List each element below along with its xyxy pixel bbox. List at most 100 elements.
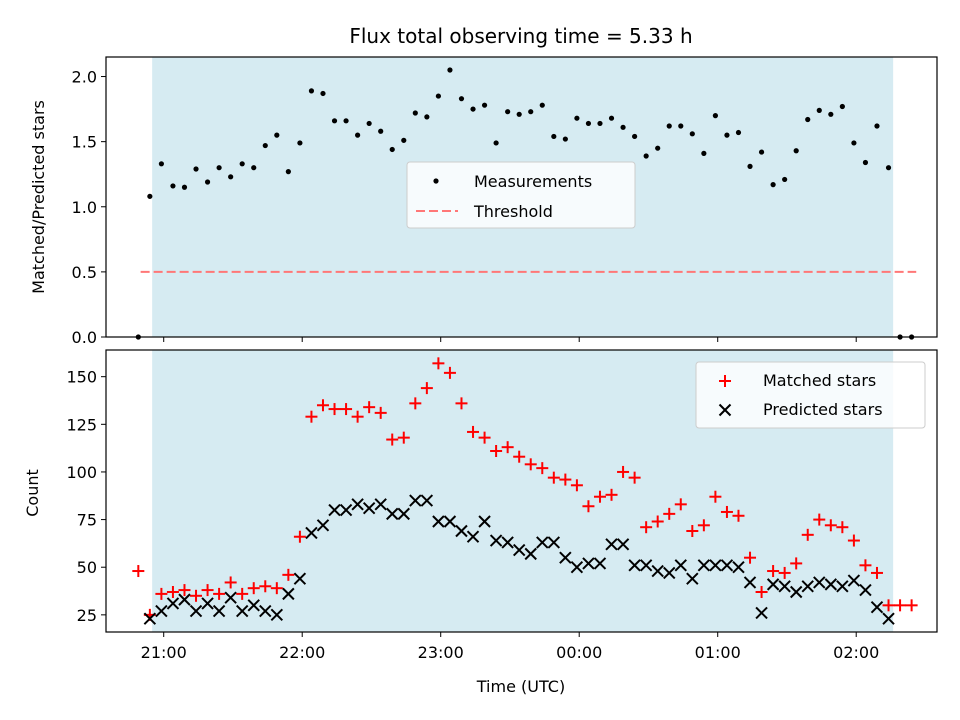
predicted-star-point bbox=[166, 597, 180, 610]
predicted-star-point bbox=[409, 494, 422, 507]
measurement-point bbox=[470, 106, 476, 112]
matched-star-point bbox=[340, 403, 353, 416]
matched-star-point bbox=[467, 425, 480, 438]
top-y-ticks: 0.0 0.5 1.0 1.5 2.0 bbox=[72, 68, 106, 347]
measurement-point bbox=[308, 88, 315, 94]
matched-star-point bbox=[836, 521, 849, 534]
measurement-point bbox=[481, 102, 488, 108]
matched-star-point bbox=[870, 566, 883, 579]
predicted-star-point bbox=[466, 530, 480, 543]
y-tick-label: 0.5 bbox=[72, 263, 97, 282]
predicted-star-point bbox=[801, 580, 814, 593]
y-tick-label: 25 bbox=[77, 606, 97, 625]
predicted-star-point bbox=[524, 547, 537, 561]
matched-star-point bbox=[570, 479, 583, 492]
predicted-star-point bbox=[778, 580, 791, 593]
predicted-star-point bbox=[651, 564, 664, 578]
measurement-point bbox=[828, 111, 834, 117]
predicted-star-point bbox=[143, 612, 157, 625]
matched-star-point bbox=[501, 441, 514, 454]
measurement-point bbox=[262, 142, 268, 149]
x-tick-label: 23:00 bbox=[418, 643, 464, 662]
matched-star-point bbox=[178, 584, 191, 597]
matched-star-point bbox=[513, 450, 526, 463]
measurement-points bbox=[135, 67, 915, 340]
measurement-point bbox=[158, 161, 164, 167]
measurement-point bbox=[401, 137, 407, 143]
predicted-star-point bbox=[201, 597, 214, 610]
measurement-point bbox=[747, 163, 753, 169]
predicted-star-point bbox=[824, 578, 838, 591]
predicted-star-point bbox=[605, 538, 618, 551]
predicted-points bbox=[143, 494, 895, 625]
predicted-star-point bbox=[536, 536, 549, 549]
matched-star-point bbox=[293, 530, 306, 543]
predicted-star-point bbox=[224, 591, 237, 604]
legend-label-predicted: Predicted stars bbox=[763, 400, 883, 419]
measurement-point bbox=[597, 120, 603, 127]
measurement-point bbox=[851, 140, 857, 146]
measurement-point bbox=[424, 114, 430, 120]
matched-star-point bbox=[166, 585, 179, 598]
y-tick-label: 1.5 bbox=[72, 133, 97, 152]
predicted-star-point bbox=[766, 578, 780, 591]
predicted-star-point bbox=[362, 501, 376, 515]
y-tick-label: 2.0 bbox=[72, 68, 97, 87]
predicted-star-point bbox=[709, 559, 722, 572]
matched-star-point bbox=[847, 534, 860, 547]
matched-star-point bbox=[201, 584, 214, 597]
measurement-point bbox=[585, 120, 592, 127]
measurement-point bbox=[632, 133, 638, 140]
measurement-point bbox=[228, 174, 234, 180]
x-tick-label: 01:00 bbox=[695, 643, 741, 662]
predicted-star-point bbox=[686, 572, 699, 585]
predicted-star-point bbox=[663, 566, 676, 580]
predicted-star-point bbox=[720, 559, 734, 572]
y-tick-label: 100 bbox=[66, 463, 97, 482]
predicted-star-point bbox=[697, 559, 711, 572]
matched-star-point bbox=[432, 357, 445, 370]
matched-star-point bbox=[755, 585, 768, 598]
predicted-star-point bbox=[178, 593, 191, 606]
predicted-star-point bbox=[339, 503, 353, 517]
measurement-point bbox=[874, 123, 880, 129]
measurement-point bbox=[689, 131, 695, 137]
matched-star-point bbox=[259, 580, 272, 593]
matched-star-point bbox=[617, 465, 630, 478]
predicted-star-point bbox=[305, 526, 318, 540]
legend-label-matched: Matched stars bbox=[763, 371, 876, 390]
matched-star-point bbox=[524, 458, 537, 471]
matched-star-point bbox=[224, 576, 237, 589]
measurement-point bbox=[666, 123, 672, 129]
matched-star-point bbox=[305, 410, 318, 423]
x-tick-label: 22:00 bbox=[279, 643, 325, 662]
measurement-point bbox=[516, 111, 522, 117]
matched-star-point bbox=[478, 431, 491, 444]
predicted-star-point bbox=[386, 507, 399, 521]
legend-marker-matched bbox=[719, 375, 731, 387]
bottom-legend-box bbox=[695, 361, 926, 429]
matched-star-point bbox=[801, 528, 814, 541]
matched-star-point bbox=[605, 488, 618, 501]
matched-star-point bbox=[374, 406, 387, 419]
measurement-point bbox=[343, 118, 349, 124]
matched-star-point bbox=[132, 565, 145, 578]
predicted-star-point bbox=[455, 524, 468, 538]
measurement-point bbox=[297, 140, 303, 146]
matched-star-point bbox=[247, 582, 260, 595]
measurement-point bbox=[528, 109, 534, 115]
measurement-point bbox=[493, 140, 499, 146]
measurement-point bbox=[320, 90, 326, 97]
matched-star-point bbox=[790, 557, 803, 570]
y-tick-label: 75 bbox=[77, 511, 97, 530]
matched-star-point bbox=[270, 582, 283, 595]
measurement-point bbox=[193, 166, 199, 172]
predicted-star-point bbox=[570, 561, 584, 574]
predicted-star-point bbox=[351, 498, 364, 511]
measurement-point bbox=[862, 159, 869, 166]
x-tick-label: 02:00 bbox=[833, 643, 879, 662]
measurement-point bbox=[574, 115, 580, 121]
measurement-point bbox=[551, 133, 557, 140]
matched-star-point bbox=[443, 366, 456, 379]
matched-star-point bbox=[674, 498, 687, 511]
